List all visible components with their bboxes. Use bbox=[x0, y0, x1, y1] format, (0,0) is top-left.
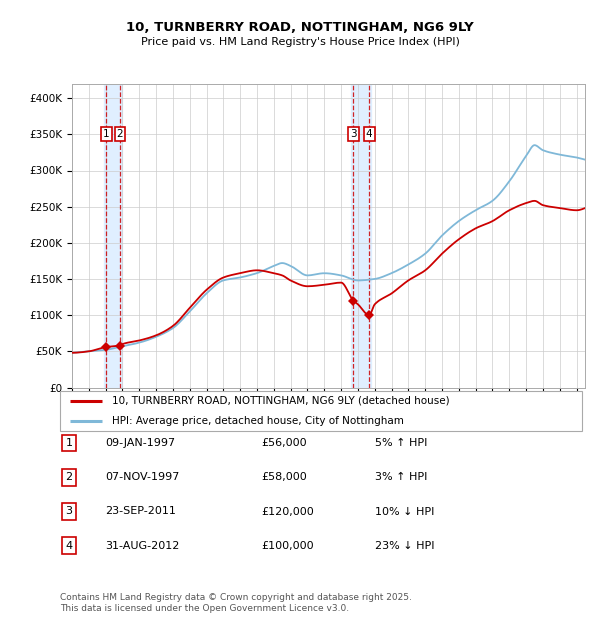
Text: 2: 2 bbox=[65, 472, 73, 482]
FancyBboxPatch shape bbox=[60, 391, 582, 431]
Text: 1: 1 bbox=[65, 438, 73, 448]
Text: 3: 3 bbox=[65, 507, 73, 516]
Text: 10% ↓ HPI: 10% ↓ HPI bbox=[375, 507, 434, 516]
Bar bbox=[352, 84, 371, 388]
Text: 09-JAN-1997: 09-JAN-1997 bbox=[105, 438, 175, 448]
Text: £56,000: £56,000 bbox=[261, 438, 307, 448]
Text: 1: 1 bbox=[103, 130, 109, 140]
Text: 10, TURNBERRY ROAD, NOTTINGHAM, NG6 9LY: 10, TURNBERRY ROAD, NOTTINGHAM, NG6 9LY bbox=[126, 22, 474, 34]
Bar bbox=[104, 84, 122, 388]
Text: 23% ↓ HPI: 23% ↓ HPI bbox=[375, 541, 434, 551]
Text: 5% ↑ HPI: 5% ↑ HPI bbox=[375, 438, 427, 448]
Text: 2: 2 bbox=[116, 130, 123, 140]
Text: Price paid vs. HM Land Registry's House Price Index (HPI): Price paid vs. HM Land Registry's House … bbox=[140, 37, 460, 47]
Text: 07-NOV-1997: 07-NOV-1997 bbox=[105, 472, 179, 482]
Text: 4: 4 bbox=[366, 130, 373, 140]
Text: 4: 4 bbox=[65, 541, 73, 551]
Text: £120,000: £120,000 bbox=[261, 507, 314, 516]
Text: £58,000: £58,000 bbox=[261, 472, 307, 482]
Text: £100,000: £100,000 bbox=[261, 541, 314, 551]
Text: 3% ↑ HPI: 3% ↑ HPI bbox=[375, 472, 427, 482]
Text: 3: 3 bbox=[350, 130, 357, 140]
Text: 31-AUG-2012: 31-AUG-2012 bbox=[105, 541, 179, 551]
Text: Contains HM Land Registry data © Crown copyright and database right 2025.
This d: Contains HM Land Registry data © Crown c… bbox=[60, 593, 412, 613]
Text: HPI: Average price, detached house, City of Nottingham: HPI: Average price, detached house, City… bbox=[112, 416, 404, 426]
Text: 23-SEP-2011: 23-SEP-2011 bbox=[105, 507, 176, 516]
Text: 10, TURNBERRY ROAD, NOTTINGHAM, NG6 9LY (detached house): 10, TURNBERRY ROAD, NOTTINGHAM, NG6 9LY … bbox=[112, 396, 450, 405]
